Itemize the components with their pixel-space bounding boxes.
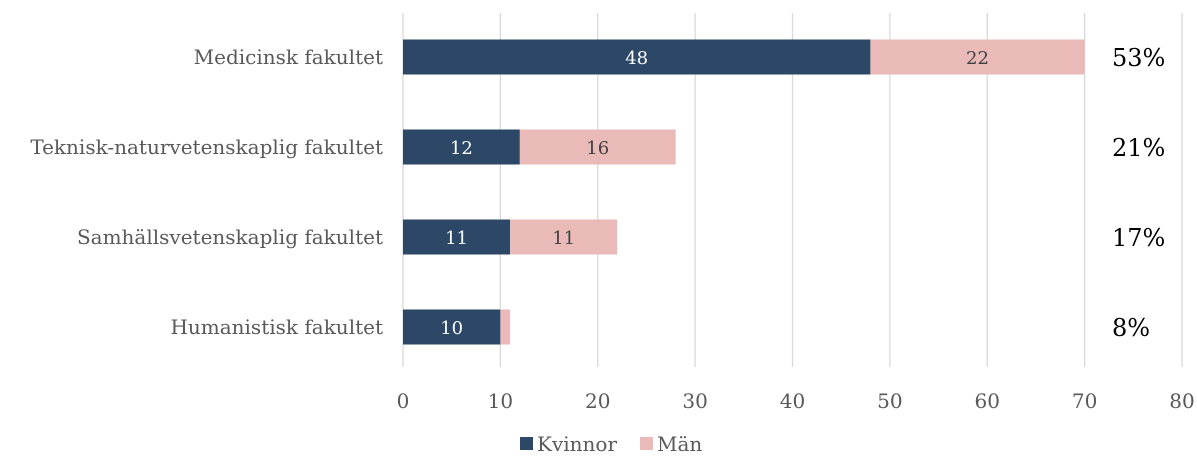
x-tick-label: 0 xyxy=(397,389,410,413)
category-label: Samhällsvetenskaplig fakultet xyxy=(77,225,383,249)
legend-swatch-kvinnor xyxy=(520,437,533,450)
bar-kvinnor-3 xyxy=(403,309,501,345)
bar-data-label: 10 xyxy=(440,318,463,339)
bar-data-labels: 48 22 12 16 11 11 10 xyxy=(440,48,989,339)
x-tick-label: 40 xyxy=(780,389,805,413)
legend-label-kvinnor: Kvinnor xyxy=(537,432,617,456)
bar-data-label: 16 xyxy=(586,138,609,159)
x-tick-label: 20 xyxy=(585,389,610,413)
percent-label: 17% xyxy=(1112,224,1165,252)
legend: Kvinnor Män xyxy=(520,432,702,456)
x-tick-label: 80 xyxy=(1169,389,1194,413)
bar-man-1 xyxy=(519,129,676,165)
bar-data-label: 11 xyxy=(552,228,575,249)
bar-data-label: 12 xyxy=(450,138,473,159)
bar-data-label: 22 xyxy=(966,48,989,69)
legend-swatch-man xyxy=(640,437,653,450)
category-label: Teknisk-naturvetenskaplig fakultet xyxy=(30,135,383,159)
percent-label: 53% xyxy=(1112,44,1165,72)
percent-label: 8% xyxy=(1112,314,1150,342)
bar-man-0 xyxy=(870,39,1085,75)
x-tick-label: 70 xyxy=(1072,389,1097,413)
category-labels: Medicinsk fakultet Teknisk-naturvetenskap… xyxy=(30,45,383,339)
bar-data-label: 11 xyxy=(445,228,468,249)
x-tick-label: 60 xyxy=(975,389,1000,413)
bars xyxy=(403,39,1085,345)
x-tick-label: 30 xyxy=(682,389,707,413)
bar-data-label: 48 xyxy=(625,48,648,69)
bar-kvinnor-2 xyxy=(403,219,511,255)
bar-kvinnor-1 xyxy=(403,129,520,165)
bar-man-3 xyxy=(500,309,511,345)
x-tick-label: 10 xyxy=(488,389,513,413)
bar-kvinnor-0 xyxy=(403,39,871,75)
percent-label: 21% xyxy=(1112,134,1165,162)
category-label: Medicinsk fakultet xyxy=(194,45,383,69)
percent-labels: 53% 21% 17% 8% xyxy=(1112,44,1165,342)
x-axis-tick-labels: 0 10 20 30 40 50 60 70 80 xyxy=(397,389,1195,413)
legend-label-man: Män xyxy=(657,432,702,456)
x-tick-label: 50 xyxy=(877,389,902,413)
category-label: Humanistisk fakultet xyxy=(170,315,383,339)
bar-man-2 xyxy=(510,219,618,255)
